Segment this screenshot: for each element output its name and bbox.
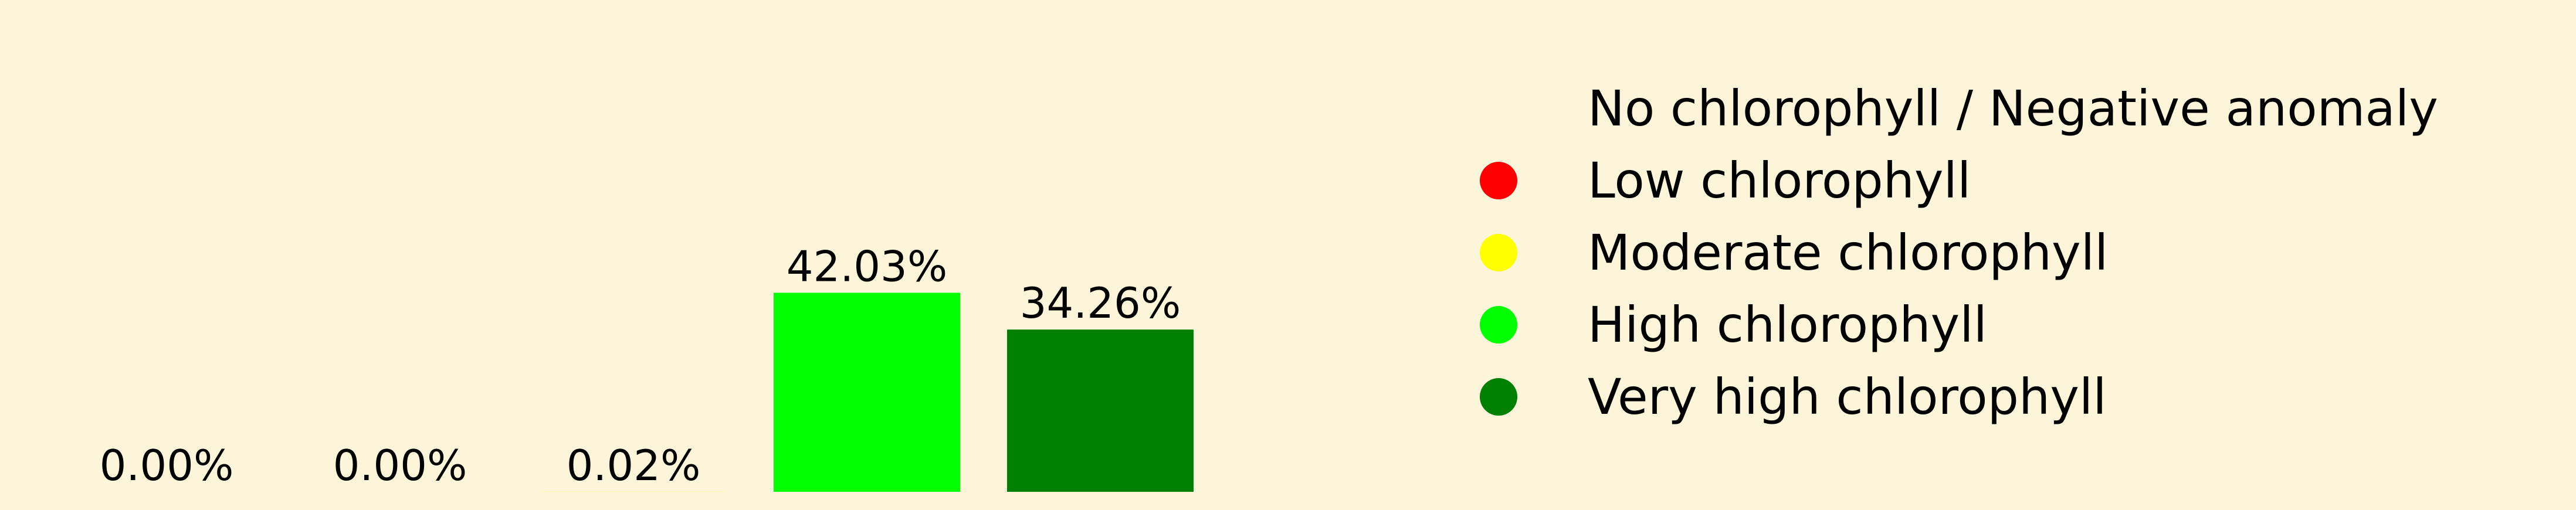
data-labels-group: 0.00% 0.00% 0.02% 42.03% 34.26% bbox=[100, 242, 1181, 490]
bar-5 bbox=[1007, 329, 1194, 492]
bars-group bbox=[540, 293, 1194, 492]
legend-marker-3 bbox=[1480, 234, 1517, 271]
legend-label-1: No chlorophyll / Negative anomaly bbox=[1588, 80, 2438, 137]
bar-4 bbox=[774, 293, 960, 492]
legend-marker-2 bbox=[1480, 162, 1517, 199]
bar-value-label-1: 0.00% bbox=[100, 441, 234, 490]
bar-value-label-3: 0.02% bbox=[567, 441, 701, 490]
legend-marker-4 bbox=[1480, 306, 1517, 344]
bar-value-label-4: 42.03% bbox=[787, 242, 948, 291]
legend-label-4: High chlorophyll bbox=[1588, 296, 1987, 353]
bar-value-label-5: 34.26% bbox=[1020, 278, 1181, 328]
legend-label-2: Low chlorophyll bbox=[1588, 152, 1971, 209]
legend-label-5: Very high chlorophyll bbox=[1588, 368, 2107, 426]
legend: No chlorophyll / Negative anomaly Low chl… bbox=[1480, 80, 2438, 426]
legend-marker-5 bbox=[1480, 378, 1517, 416]
legend-marker-1 bbox=[1480, 90, 1517, 127]
legend-label-3: Moderate chlorophyll bbox=[1588, 224, 2108, 281]
bar-value-label-2: 0.00% bbox=[333, 441, 467, 490]
